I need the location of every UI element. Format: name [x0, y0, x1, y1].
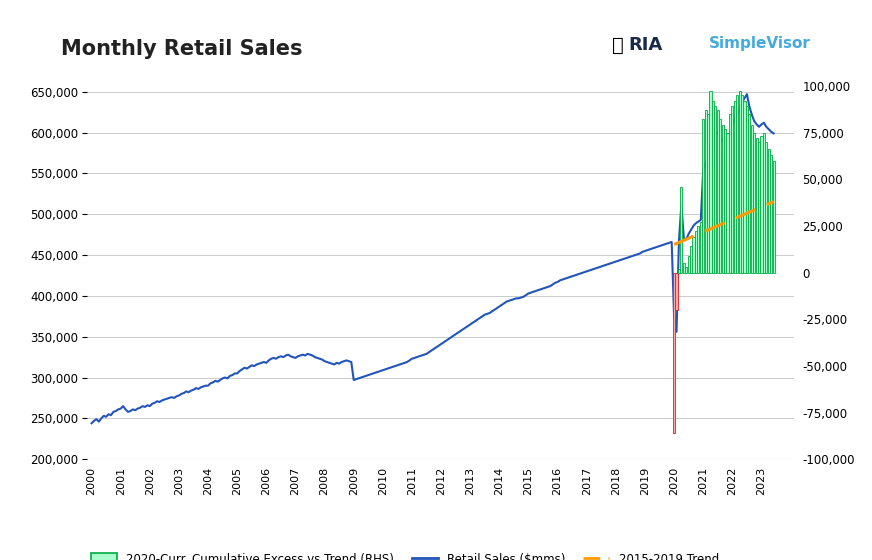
Bar	[770, 155, 773, 273]
Bar	[736, 95, 739, 273]
Bar	[733, 101, 736, 273]
Bar	[678, 269, 680, 273]
Text: SimpleVisor: SimpleVisor	[709, 36, 811, 52]
Bar	[710, 91, 712, 273]
Bar	[690, 246, 692, 273]
Bar	[712, 101, 714, 273]
Legend: 2020-Curr. Cumulative Excess vs Trend (RHS), Retail Sales ($mms), 2015-2019 Tren: 2020-Curr. Cumulative Excess vs Trend (R…	[86, 548, 724, 560]
Bar	[758, 142, 760, 273]
Bar	[744, 101, 746, 273]
Bar	[746, 106, 748, 273]
Bar	[714, 106, 717, 273]
Bar	[695, 231, 697, 273]
Text: 🦅: 🦅	[612, 36, 623, 55]
Bar	[722, 125, 724, 273]
Bar	[753, 133, 755, 273]
Bar	[732, 106, 733, 273]
Bar	[748, 114, 751, 273]
Bar	[705, 110, 706, 273]
Bar	[760, 136, 762, 273]
Bar	[680, 186, 683, 273]
Bar	[767, 150, 770, 273]
Bar	[707, 114, 709, 273]
Bar	[739, 91, 740, 273]
Bar	[698, 226, 699, 273]
Bar	[729, 114, 731, 273]
Bar	[756, 138, 758, 273]
Bar	[763, 133, 765, 273]
Bar	[673, 273, 675, 433]
Text: RIA: RIA	[629, 36, 663, 54]
Bar	[692, 237, 695, 273]
Bar	[766, 142, 767, 273]
Bar	[741, 95, 743, 273]
Bar	[702, 119, 705, 273]
Text: Monthly Retail Sales: Monthly Retail Sales	[61, 39, 303, 59]
Bar	[717, 110, 719, 273]
Bar	[683, 263, 685, 273]
Bar	[699, 222, 702, 273]
Bar	[751, 125, 753, 273]
Bar	[726, 133, 728, 273]
Bar	[724, 129, 726, 273]
Bar	[676, 273, 678, 310]
Bar	[719, 119, 721, 273]
Bar	[688, 256, 690, 273]
Bar	[773, 161, 774, 273]
Bar	[685, 267, 687, 273]
